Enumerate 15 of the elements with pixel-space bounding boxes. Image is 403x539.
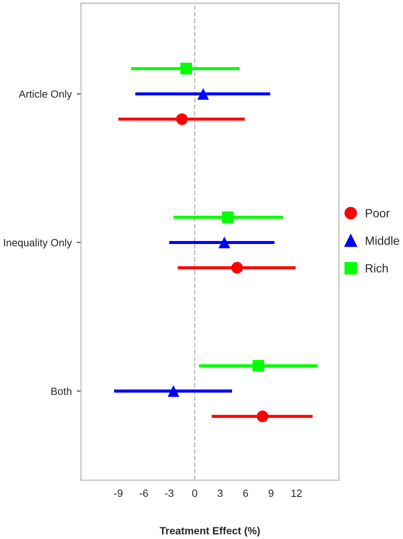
x-axis-title: Treatment Effect (%) (160, 526, 260, 536)
legend-label: Rich (366, 264, 388, 272)
x-tick-label: 9 (268, 490, 274, 497)
x-tick-label: -3 (165, 490, 174, 497)
x-tick-label: 6 (243, 490, 248, 497)
x-tick-label: -6 (140, 490, 148, 497)
legend-label: Poor (366, 209, 390, 218)
x-tick-label: 12 (292, 490, 302, 497)
y-tick-label: Inequality Only (4, 238, 72, 248)
x-tick-label: -9 (114, 490, 122, 497)
y-tick-label: Both (51, 387, 72, 395)
y-tick-label: Article Only (18, 90, 72, 100)
legend-label: Middle (366, 236, 400, 245)
x-tick-label: 0 (192, 490, 198, 497)
x-tick-label: 3 (218, 490, 223, 497)
